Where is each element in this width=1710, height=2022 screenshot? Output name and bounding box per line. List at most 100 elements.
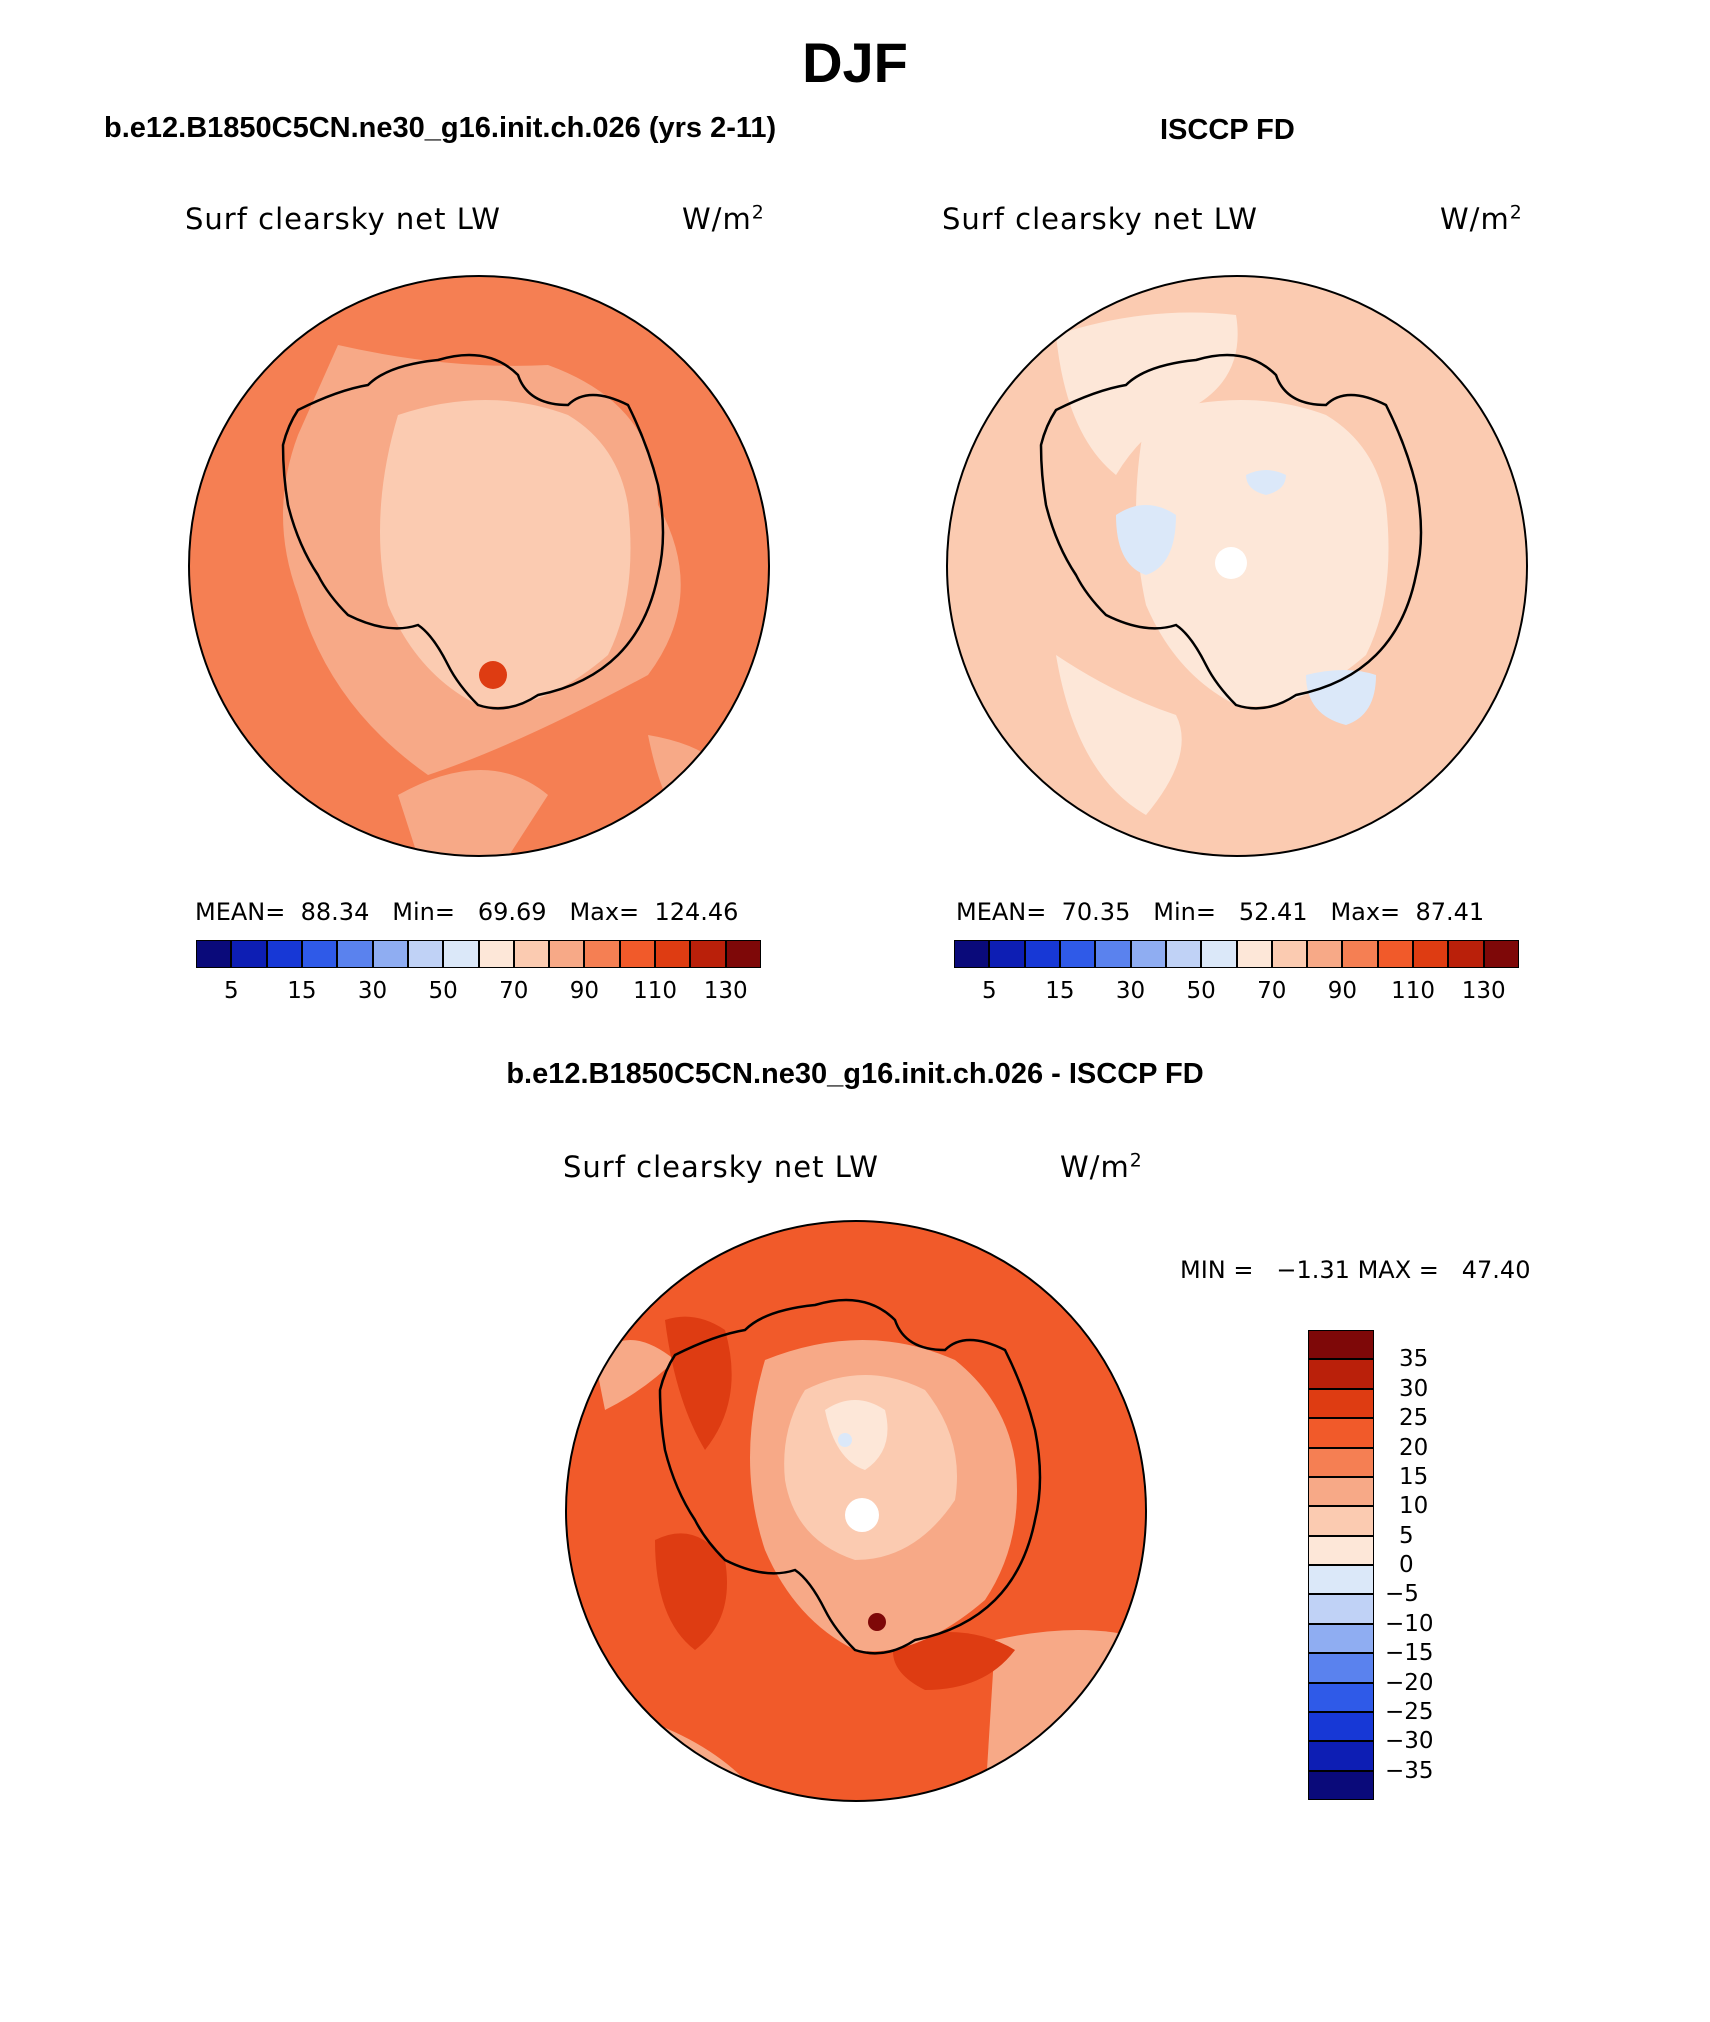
colorbar-tick-label: 5 bbox=[981, 978, 997, 1004]
colorbar-swatch bbox=[1308, 1506, 1374, 1536]
colorbar-swatch bbox=[989, 940, 1025, 968]
obs-units-label: W/m2 bbox=[1440, 202, 1523, 236]
model-ring-field-south bbox=[398, 770, 548, 856]
colorbar-tick-label: 10 bbox=[1399, 1493, 1429, 1520]
obs-negative-patch-w bbox=[1116, 505, 1176, 575]
colorbar-tick-label: 35 bbox=[1399, 1346, 1429, 1373]
colorbar-swatch bbox=[1308, 1447, 1374, 1477]
colorbar-tick-label: −30 bbox=[1385, 1728, 1434, 1755]
colorbar-swatch bbox=[1308, 1330, 1374, 1360]
diff-map-border bbox=[565, 1220, 1147, 1802]
colorbar-tick-label: 70 bbox=[1257, 978, 1287, 1004]
colorbar-tick-label: 50 bbox=[428, 978, 458, 1004]
obs-colorbar bbox=[954, 940, 1519, 968]
colorbar-swatch bbox=[1308, 1682, 1374, 1712]
colorbar-tick-label: 110 bbox=[1391, 978, 1436, 1004]
obs-pole-hole bbox=[1215, 547, 1247, 579]
obs-antarctica-coastline bbox=[1039, 353, 1423, 710]
diff-ice-core bbox=[825, 1400, 888, 1470]
colorbar-swatch bbox=[478, 940, 514, 968]
colorbar-swatch bbox=[1413, 940, 1449, 968]
colorbar-swatch bbox=[1308, 1418, 1374, 1448]
colorbar-tick-label: 50 bbox=[1186, 978, 1216, 1004]
diff-antarctica-coastline bbox=[658, 1298, 1042, 1655]
model-stats: MEAN= 88.34 Min= 69.69 Max= 124.46 bbox=[195, 898, 739, 926]
colorbar-swatch bbox=[231, 940, 267, 968]
colorbar-tick-label: 130 bbox=[703, 978, 748, 1004]
obs-negative-patch-e bbox=[1306, 670, 1376, 725]
obs-variable-label: Surf clearsky net LW bbox=[942, 202, 1258, 236]
colorbar-swatch bbox=[1308, 1770, 1374, 1800]
colorbar-tick-label: 5 bbox=[1399, 1522, 1414, 1549]
colorbar-tick-label: 110 bbox=[633, 978, 678, 1004]
colorbar-swatch bbox=[1377, 940, 1414, 968]
model-max-spot bbox=[479, 661, 507, 689]
obs-light-band-sw bbox=[1056, 655, 1182, 815]
colorbar-tick-label: 5 bbox=[223, 978, 239, 1004]
colorbar-swatch bbox=[266, 940, 302, 968]
diff-high-band-nw bbox=[665, 1316, 732, 1450]
colorbar-tick-label: 30 bbox=[1115, 978, 1146, 1004]
colorbar-swatch bbox=[196, 940, 232, 968]
colorbar-swatch bbox=[301, 940, 338, 968]
colorbar-swatch bbox=[1059, 940, 1096, 968]
colorbar-tick-label: 25 bbox=[1399, 1405, 1429, 1432]
diff-stats: MIN = −1.31 MAX = 47.40 bbox=[1180, 1256, 1531, 1284]
colorbar-swatch bbox=[1201, 940, 1237, 968]
colorbar-swatch bbox=[1448, 940, 1484, 968]
model-units-label: W/m2 bbox=[682, 202, 765, 236]
model-antarctica-coastline bbox=[281, 353, 665, 710]
colorbar-swatch bbox=[1095, 940, 1131, 968]
colorbar-tick-label: −20 bbox=[1385, 1669, 1434, 1696]
obs-colorbar-ticks: 5 15 30 50 70 90 110 130 bbox=[954, 978, 1519, 1008]
diff-pole-hole bbox=[845, 1498, 879, 1532]
obs-stats: MEAN= 70.35 Min= 52.41 Max= 87.41 bbox=[956, 898, 1485, 926]
colorbar-swatch bbox=[1308, 1741, 1374, 1771]
model-map-border bbox=[188, 275, 770, 857]
colorbar-swatch bbox=[954, 940, 990, 968]
colorbar-swatch bbox=[1342, 940, 1378, 968]
colorbar-tick-label: 20 bbox=[1399, 1434, 1429, 1461]
obs-negative-patch-n bbox=[1246, 470, 1286, 495]
colorbar-tick-label: 15 bbox=[1045, 978, 1075, 1004]
colorbar-swatch bbox=[1271, 940, 1308, 968]
colorbar-swatch bbox=[407, 940, 444, 968]
colorbar-swatch bbox=[690, 940, 726, 968]
colorbar-tick-label: 15 bbox=[287, 978, 317, 1004]
colorbar-swatch bbox=[549, 940, 585, 968]
model-colorbar-ticks: 5 15 30 50 70 90 110 130 bbox=[196, 978, 761, 1008]
colorbar-tick-label: 30 bbox=[1399, 1375, 1429, 1402]
obs-map-border bbox=[946, 275, 1528, 857]
colorbar-swatch bbox=[1236, 940, 1272, 968]
colorbar-swatch bbox=[1308, 1535, 1374, 1565]
diff-polar-map bbox=[565, 1220, 1147, 1802]
colorbar-swatch bbox=[1308, 1388, 1374, 1419]
colorbar-tick-label: −25 bbox=[1385, 1698, 1434, 1725]
diff-high-band-s bbox=[893, 1632, 1015, 1690]
colorbar-swatch bbox=[1308, 1653, 1374, 1683]
colorbar-tick-label: −5 bbox=[1385, 1581, 1419, 1608]
diff-units-label: W/m2 bbox=[1060, 1150, 1143, 1184]
diff-panel-heading: b.e12.B1850C5CN.ne30_g16.init.ch.026 - I… bbox=[506, 1058, 1204, 1090]
diff-colorbar bbox=[1308, 1330, 1374, 1800]
colorbar-tick-label: 90 bbox=[569, 978, 600, 1004]
colorbar-swatch bbox=[1308, 1359, 1374, 1389]
diff-ice-inner bbox=[784, 1375, 957, 1560]
colorbar-swatch bbox=[513, 940, 550, 968]
colorbar-tick-label: 70 bbox=[499, 978, 529, 1004]
diff-variable-label: Surf clearsky net LW bbox=[563, 1150, 879, 1184]
model-panel-heading: b.e12.B1850C5CN.ne30_g16.init.ch.026 (yr… bbox=[104, 112, 777, 144]
colorbar-swatch bbox=[1307, 940, 1343, 968]
obs-light-band-nw bbox=[1056, 312, 1238, 475]
colorbar-tick-label: −10 bbox=[1385, 1610, 1434, 1637]
colorbar-swatch bbox=[1308, 1711, 1374, 1742]
colorbar-tick-label: 90 bbox=[1327, 978, 1358, 1004]
colorbar-swatch bbox=[655, 940, 691, 968]
colorbar-swatch bbox=[372, 940, 408, 968]
model-ice-field bbox=[380, 400, 631, 707]
colorbar-swatch bbox=[1308, 1476, 1374, 1507]
diff-max-spot bbox=[868, 1613, 886, 1631]
colorbar-swatch bbox=[337, 940, 373, 968]
colorbar-swatch bbox=[1308, 1565, 1374, 1595]
colorbar-tick-label: −15 bbox=[1385, 1640, 1434, 1667]
